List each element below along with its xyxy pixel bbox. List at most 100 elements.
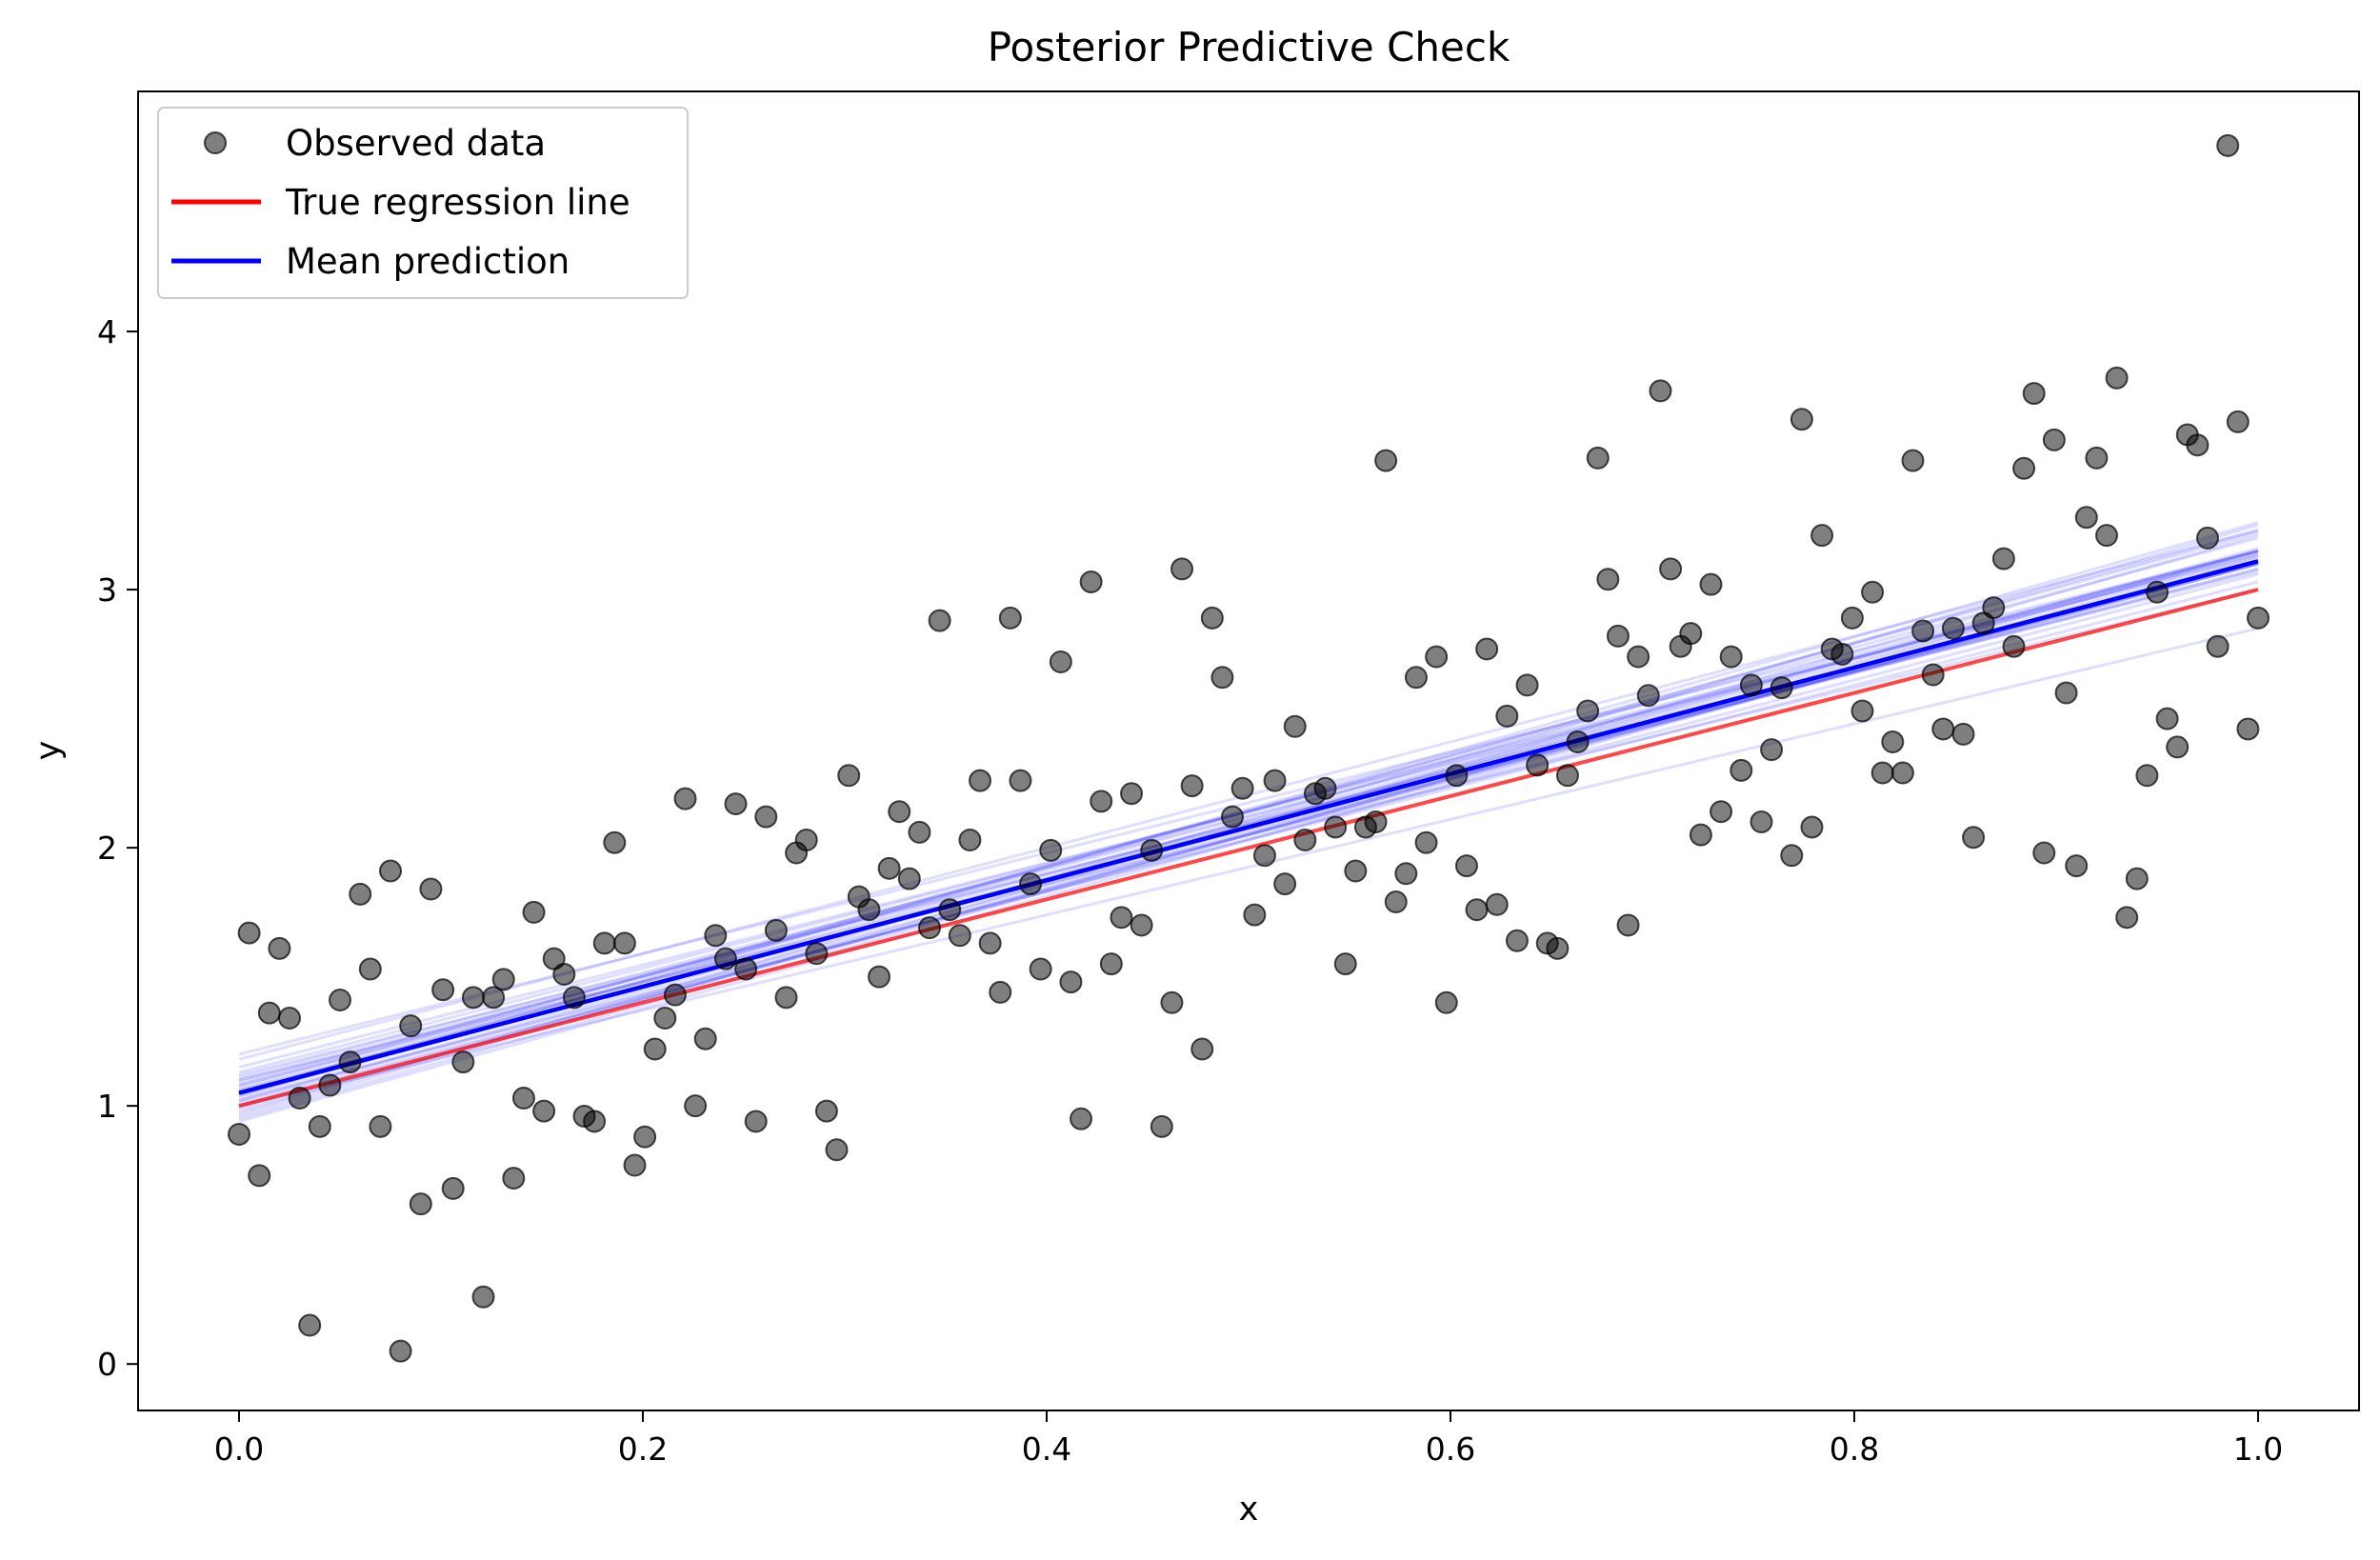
observed-point [471, 1285, 495, 1309]
observed-point [1384, 890, 1408, 914]
observed-point [1770, 676, 1793, 700]
observed-point [562, 986, 586, 1010]
observed-point [2115, 906, 2139, 930]
observed-point [2206, 634, 2230, 658]
observed-point [2085, 446, 2109, 470]
observed-point [308, 1114, 331, 1138]
observed-point [298, 1313, 322, 1337]
observed-point [1780, 844, 1804, 868]
posterior-sample-line [238, 580, 2259, 1100]
observed-point [237, 921, 261, 945]
observed-point [693, 1027, 717, 1050]
observed-point [441, 1176, 465, 1200]
observed-point [1830, 642, 1854, 666]
observed-point [358, 957, 382, 981]
observed-point [2196, 526, 2219, 550]
x-axis-ticks: 0.0 0.2 0.4 0.6 0.8 1.0 [214, 1410, 2283, 1468]
observed-point [2095, 524, 2118, 548]
observed-point [1374, 449, 1398, 472]
observed-point [1870, 761, 1894, 785]
observed-point [825, 1138, 849, 1162]
observed-point [1991, 547, 2015, 570]
observed-point [369, 1114, 392, 1138]
observed-point [1190, 1037, 1214, 1061]
observed-point [673, 787, 697, 810]
x-tick-label: 0.4 [1022, 1430, 1071, 1468]
observed-point [1454, 854, 1478, 878]
observed-point [1861, 580, 1885, 604]
observed-point [724, 792, 748, 816]
x-tick-label: 0.2 [618, 1430, 668, 1468]
observed-point [1150, 1114, 1173, 1138]
observed-point [2125, 867, 2149, 890]
observed-point [1739, 673, 1763, 697]
observed-point [1394, 862, 1418, 886]
observed-point [1090, 790, 1113, 813]
observed-point [268, 936, 291, 960]
observed-data-points [228, 133, 2270, 1363]
legend-marker-observed [204, 131, 227, 154]
posterior-sample-line [238, 562, 2259, 1108]
observed-point [1039, 838, 1063, 862]
observed-point [754, 805, 778, 829]
observed-point [318, 1073, 342, 1097]
observed-point [1313, 776, 1337, 800]
observed-point [1230, 776, 1254, 800]
observed-point [2074, 506, 2098, 530]
observed-point [482, 986, 506, 1010]
observed-point [1120, 782, 1144, 806]
observed-point [1931, 717, 1955, 741]
posterior-sample-line [238, 550, 2259, 1121]
observed-point [1790, 408, 1813, 431]
observed-point [1475, 637, 1499, 661]
observed-point [1049, 650, 1072, 673]
observed-point [1505, 929, 1529, 952]
observed-point [643, 1037, 667, 1061]
observed-point [1881, 730, 1905, 754]
observed-point [774, 986, 798, 1010]
observed-point [522, 900, 546, 924]
observed-point [1566, 730, 1590, 754]
observed-point [989, 980, 1012, 1004]
observed-point [2226, 410, 2250, 433]
observed-point [633, 1125, 657, 1149]
observed-point [1616, 913, 1640, 937]
observed-point [1465, 898, 1489, 922]
y-tick-label: 2 [97, 830, 117, 867]
observed-point [1679, 622, 1703, 646]
y-axis-ticks: 0 1 2 3 4 [97, 313, 138, 1383]
observed-point [744, 1110, 768, 1133]
observed-point [1850, 699, 1874, 723]
legend-label-true: True regression line [285, 182, 630, 223]
observed-point [1079, 570, 1103, 593]
observed-point [918, 916, 942, 940]
observed-point [1404, 666, 1428, 690]
observed-point [2042, 428, 2066, 451]
legend-box [157, 107, 689, 299]
observed-point [389, 1339, 412, 1363]
legend: Observed data True regression line Mean … [157, 107, 689, 299]
x-axis-label: x [1239, 1490, 1259, 1529]
observed-point [1719, 645, 1743, 669]
observed-point [1840, 606, 1864, 630]
observed-point [1029, 957, 1052, 981]
observed-point [1750, 810, 1773, 834]
observed-point [1445, 764, 1469, 788]
observed-point [399, 1014, 423, 1038]
y-tick-label: 0 [97, 1346, 117, 1383]
observed-point [2002, 634, 2026, 658]
observed-point [451, 1050, 475, 1074]
observed-point [1546, 936, 1570, 960]
observed-point [1344, 859, 1368, 883]
observed-point [1649, 379, 1672, 403]
posterior-sample-line [238, 557, 2259, 1123]
posterior-sample-line [238, 627, 2259, 1108]
posterior-sample-line [238, 559, 2259, 1110]
posterior-sample-line [238, 562, 2259, 1103]
observed-point [1200, 606, 1224, 630]
observed-point [248, 1164, 271, 1188]
observed-point [2105, 366, 2129, 390]
observed-point [1333, 952, 1357, 976]
observed-point [1252, 844, 1276, 868]
observed-point [928, 609, 951, 632]
